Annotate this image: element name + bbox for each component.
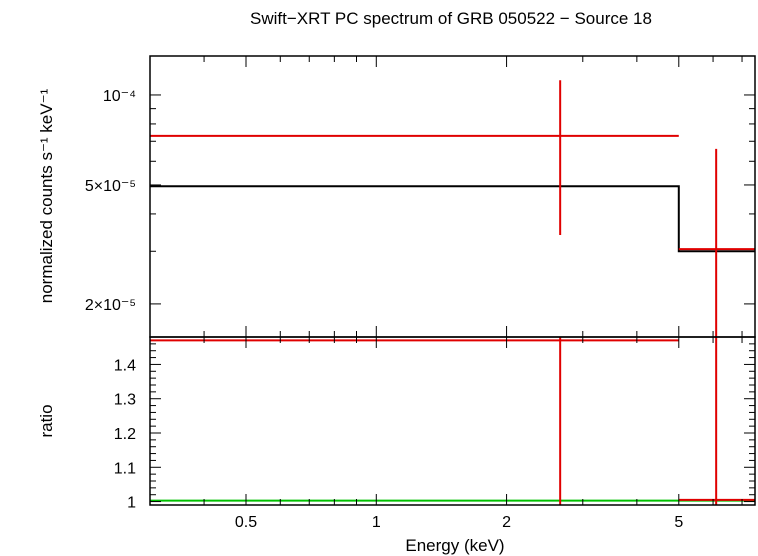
frame-layer [149,55,756,506]
y-tick-label: 1.1 [114,460,136,477]
y-tick-label: 10⁻⁴ [103,88,136,105]
x-tick-label: 0.5 [235,514,257,531]
spectrum-panel-frame [149,55,756,338]
ratio-y-axis-label: ratio [37,404,56,437]
x-tick-label: 1 [372,514,381,531]
y-tick-label: 1.4 [114,357,136,374]
y-tick-label: 1.2 [114,426,136,443]
spectrum-y-axis-label: normalized counts s⁻¹ keV⁻¹ [37,88,56,303]
x-tick-label: 2 [502,514,511,531]
ticks-layer: 2×10⁻⁵ 5×10⁻⁵ 10⁻⁴ 1 1.1 1.2 1.3 1.4 0.5 1 2 5 [85,56,755,531]
x-tick-label: 5 [674,514,683,531]
data-layer [150,80,755,505]
ratio-panel-frame [149,336,756,506]
y-tick-label: 1.3 [114,392,136,409]
y-tick-label: 5×10⁻⁵ [85,178,136,195]
y-tick-label: 1 [127,495,136,512]
y-tick-label: 2×10⁻⁵ [85,297,136,314]
chart-title: Swift−XRT PC spectrum of GRB 050522 − So… [250,9,652,28]
model-line [150,185,755,253]
x-axis-label: Energy (keV) [405,536,504,555]
